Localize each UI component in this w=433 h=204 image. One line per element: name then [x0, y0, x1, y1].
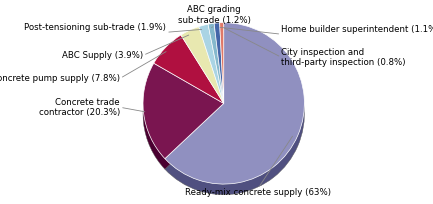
Wedge shape: [208, 23, 224, 103]
Wedge shape: [220, 33, 224, 114]
Wedge shape: [214, 33, 224, 114]
Wedge shape: [208, 34, 224, 114]
Text: Concrete trade
contractor (20.3%): Concrete trade contractor (20.3%): [39, 98, 120, 117]
Wedge shape: [143, 63, 224, 159]
Text: City inspection and
third-party inspection (0.8%): City inspection and third-party inspecti…: [281, 48, 406, 67]
Text: ABC grading
sub-trade (1.2%): ABC grading sub-trade (1.2%): [178, 5, 251, 25]
Wedge shape: [143, 74, 224, 169]
Wedge shape: [181, 27, 224, 103]
Text: Concrete pump supply (7.8%): Concrete pump supply (7.8%): [0, 74, 120, 83]
Wedge shape: [199, 35, 224, 114]
Text: Post-tensioning sub-trade (1.9%): Post-tensioning sub-trade (1.9%): [24, 23, 166, 32]
Wedge shape: [220, 23, 224, 103]
Wedge shape: [154, 45, 224, 114]
Text: ABC Supply (3.9%): ABC Supply (3.9%): [62, 51, 143, 60]
Wedge shape: [181, 37, 224, 114]
Wedge shape: [214, 23, 224, 103]
Wedge shape: [165, 33, 304, 195]
Wedge shape: [154, 35, 224, 103]
Wedge shape: [165, 23, 304, 184]
Text: Home builder superintendent (1.1%): Home builder superintendent (1.1%): [281, 25, 433, 34]
Wedge shape: [199, 24, 224, 103]
Text: Ready-mix concrete supply (63%): Ready-mix concrete supply (63%): [185, 188, 331, 197]
